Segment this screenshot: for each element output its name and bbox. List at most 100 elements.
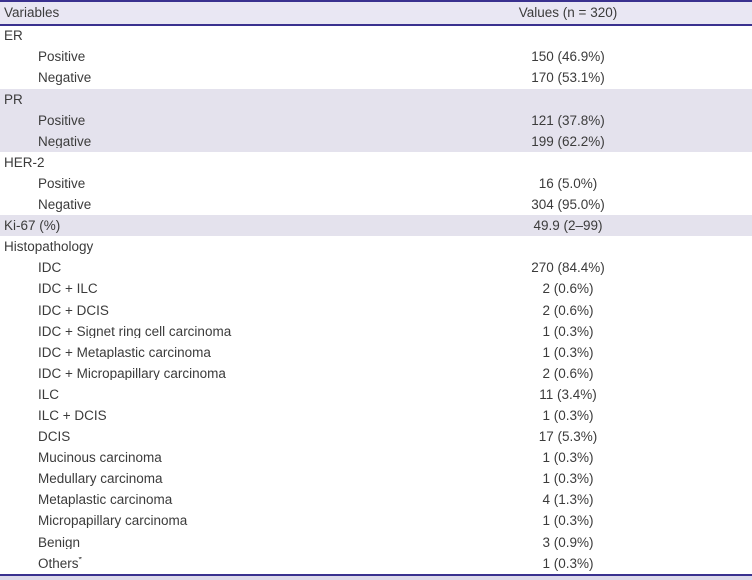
row-value: 16 (5.0%)	[538, 175, 598, 191]
row-label: ILC + DCIS	[0, 409, 384, 423]
row-label-text: Positive	[38, 113, 86, 128]
table-row: Micropapillary carcinoma 1 (0.3%)	[0, 510, 752, 532]
table-row: Negative 170 (53.1%)	[0, 67, 752, 89]
table-row: Histopathology	[0, 236, 752, 258]
table-bottom-strip	[0, 575, 752, 580]
row-label: PR	[0, 93, 384, 107]
column-header-variables: Variables	[4, 6, 60, 20]
row-value: 4 (1.3%)	[542, 492, 594, 508]
row-label: IDC + Micropapillary carcinoma	[0, 367, 384, 381]
row-label-text: ILC + DCIS	[38, 408, 107, 423]
row-label-text: Medullary carcinoma	[38, 472, 163, 486]
row-label: Metaplastic carcinoma	[0, 493, 384, 507]
row-label: ER	[0, 29, 384, 43]
table-row: PR	[0, 88, 752, 110]
row-value: 150 (46.9%)	[531, 49, 605, 65]
row-label: Micropapillary carcinoma	[0, 514, 384, 528]
row-label: Positive	[0, 50, 384, 64]
row-value: 49.9 (2–99)	[533, 218, 603, 234]
row-value: 2 (0.6%)	[542, 365, 594, 381]
row-label: Histopathology	[0, 240, 384, 254]
row-label: Positive	[0, 177, 384, 191]
row-label-text: IDC	[38, 261, 62, 275]
table-row: IDC 270 (84.4%)	[0, 257, 752, 279]
table-row: Mucinous carcinoma 1 (0.3%)	[0, 447, 752, 469]
row-label-text: DCIS	[38, 430, 71, 444]
row-label-text: IDC + DCIS	[38, 303, 109, 318]
row-value: 121 (37.8%)	[531, 112, 605, 128]
table-row: IDC + ILC 2 (0.6%)	[0, 278, 752, 300]
row-label: Mucinous carcinoma	[0, 451, 384, 465]
row-label: IDC + DCIS	[0, 304, 384, 318]
row-label: Negative	[0, 198, 384, 212]
row-value: 11 (3.4%)	[539, 386, 597, 402]
row-label: Medullary carcinoma	[0, 472, 384, 486]
table-header: Variables Values (n = 320)	[0, 0, 752, 26]
row-label-text: Mucinous carcinoma	[38, 451, 162, 465]
row-label-text: Positive	[38, 176, 86, 191]
row-label-text: Histopathology	[4, 240, 94, 254]
table-row: Positive 150 (46.9%)	[0, 46, 752, 68]
row-label: DCIS	[0, 430, 384, 444]
row-value: 1 (0.3%)	[542, 344, 594, 360]
table-row: Others* 1 (0.3%)	[0, 552, 752, 574]
row-label: IDC	[0, 261, 384, 275]
table-body: ER Positive 150 (46.9%) Negative 170 (53…	[0, 25, 752, 574]
row-label-text: Benign	[38, 535, 81, 550]
row-value: 2 (0.6%)	[542, 281, 594, 297]
row-label: Negative	[0, 71, 384, 85]
table-bottom-rule	[0, 573, 752, 576]
row-value: 304 (95.0%)	[531, 197, 605, 213]
row-label: HER-2	[0, 156, 384, 170]
table-row: IDC + Micropapillary carcinoma 2 (0.6%)	[0, 363, 752, 385]
table-row: ILC 11 (3.4%)	[0, 384, 752, 406]
table-row: ILC + DCIS 1 (0.3%)	[0, 405, 752, 427]
row-label: Positive	[0, 114, 384, 128]
row-label-text: PR	[4, 92, 23, 107]
table-row: ER	[0, 25, 752, 47]
row-label-text: Positive	[38, 50, 86, 64]
table-row: IDC + DCIS 2 (0.6%)	[0, 299, 752, 321]
row-label-text: ILC	[38, 387, 60, 402]
row-value: 17 (5.3%)	[538, 429, 598, 445]
row-value: 199 (62.2%)	[531, 133, 605, 149]
row-value: 1 (0.3%)	[542, 513, 594, 529]
table-row: DCIS 17 (5.3%)	[0, 426, 752, 448]
column-header-values: Values (n = 320)	[518, 5, 618, 20]
row-value: 3 (0.9%)	[542, 534, 594, 550]
row-value: 1 (0.3%)	[542, 450, 594, 466]
row-label: IDC + Metaplastic carcinoma	[0, 346, 384, 360]
row-label-text: IDC + Micropapillary carcinoma	[38, 366, 226, 381]
row-value: 270 (84.4%)	[531, 260, 605, 276]
row-value: 1 (0.3%)	[542, 407, 594, 423]
table-row: Metaplastic carcinoma 4 (1.3%)	[0, 489, 752, 511]
row-label-text: Ki-67 (%)	[4, 219, 61, 233]
row-value: 1 (0.3%)	[542, 471, 594, 487]
row-label-text: Micropapillary carcinoma	[38, 514, 188, 528]
table-row: Negative 199 (62.2%)	[0, 130, 752, 153]
row-label: Ki-67 (%)	[0, 219, 384, 233]
row-value: 170 (53.1%)	[531, 70, 605, 86]
table-row: HER-2	[0, 152, 752, 174]
row-label: Benign	[0, 536, 384, 550]
table-row: Benign 3 (0.9%)	[0, 531, 752, 553]
row-label: ILC	[0, 388, 384, 402]
row-value: 1 (0.3%)	[542, 555, 594, 571]
row-value: 2 (0.6%)	[542, 302, 594, 318]
row-label-text: Others	[38, 556, 79, 571]
row-value: 1 (0.3%)	[542, 323, 594, 339]
table-row: IDC + Signet ring cell carcinoma 1 (0.3%…	[0, 320, 752, 342]
row-label-text: Negative	[38, 198, 92, 212]
row-label-text: IDC + Signet ring cell carcinoma	[38, 324, 232, 339]
row-label: Others*	[0, 557, 384, 571]
table-row: Ki-67 (%) 49.9 (2–99)	[0, 215, 752, 237]
row-label-text: Metaplastic carcinoma	[38, 493, 173, 507]
row-label: IDC + ILC	[0, 282, 384, 296]
row-label-superscript: *	[78, 556, 83, 565]
table-row: Positive 121 (37.8%)	[0, 109, 752, 131]
table-row: Medullary carcinoma 1 (0.3%)	[0, 468, 752, 490]
row-label-text: Negative	[38, 134, 92, 149]
row-label-text: IDC + Metaplastic carcinoma	[38, 345, 211, 360]
row-label: IDC + Signet ring cell carcinoma	[0, 325, 384, 339]
